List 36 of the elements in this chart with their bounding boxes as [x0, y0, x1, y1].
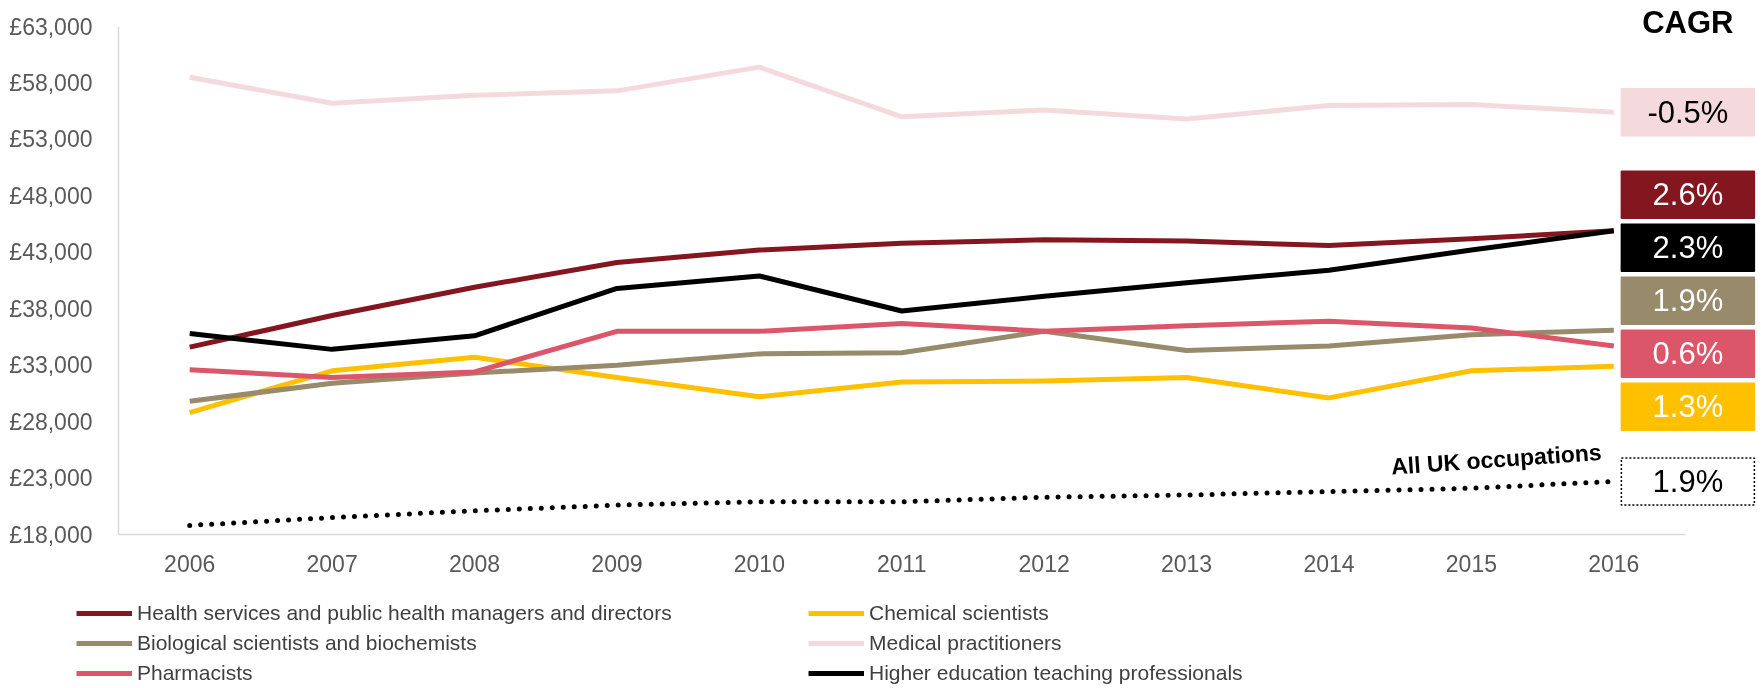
y-tick-label: £53,000 — [9, 126, 93, 153]
legend-label: Higher education teaching professionals — [869, 661, 1244, 685]
y-tick-label: £58,000 — [9, 69, 93, 96]
annotation: -0.5% — [1647, 94, 1729, 130]
x-tick-label: 2009 — [591, 550, 643, 577]
x-tick-label: 2006 — [164, 550, 216, 577]
annotation: CAGR — [1642, 5, 1734, 40]
y-tick-label: £38,000 — [9, 295, 93, 322]
annotation: 2.3% — [1652, 230, 1724, 266]
annotation: 1.9% — [1652, 283, 1724, 319]
x-tick-label: 2013 — [1161, 550, 1213, 577]
x-tick-label: 2008 — [448, 550, 501, 577]
legend-label: Chemical scientists — [869, 601, 1050, 625]
y-tick-label: £28,000 — [9, 408, 93, 435]
y-tick-label: £48,000 — [9, 182, 93, 209]
legend-label: Pharmacists — [137, 661, 254, 685]
x-tick-label: 2010 — [733, 550, 785, 577]
legend-label: Biological scientists and biochemists — [137, 631, 478, 655]
y-tick-label: £43,000 — [9, 239, 93, 266]
annotation: All UK occupations — [1390, 438, 1603, 480]
x-tick-label: 2014 — [1303, 550, 1355, 577]
legend-label: Health services and public health managers and directors — [137, 601, 673, 625]
y-tick-label: £33,000 — [9, 352, 93, 379]
legend-label: Medical practitioners — [869, 631, 1063, 655]
x-tick-label: 2015 — [1445, 550, 1497, 577]
annotation: 1.3% — [1652, 389, 1724, 425]
annotation: 2.6% — [1652, 177, 1724, 213]
y-tick-label: £63,000 — [9, 13, 93, 40]
y-tick-label: £18,000 — [9, 521, 93, 548]
annotation: 1.9% — [1652, 463, 1724, 499]
x-tick-label: 2012 — [1018, 550, 1070, 577]
annotation: 0.6% — [1652, 336, 1724, 372]
x-tick-label: 2007 — [306, 550, 358, 577]
y-tick-label: £23,000 — [9, 465, 93, 492]
x-tick-label: 2016 — [1588, 550, 1640, 577]
x-tick-label: 2011 — [877, 550, 927, 577]
